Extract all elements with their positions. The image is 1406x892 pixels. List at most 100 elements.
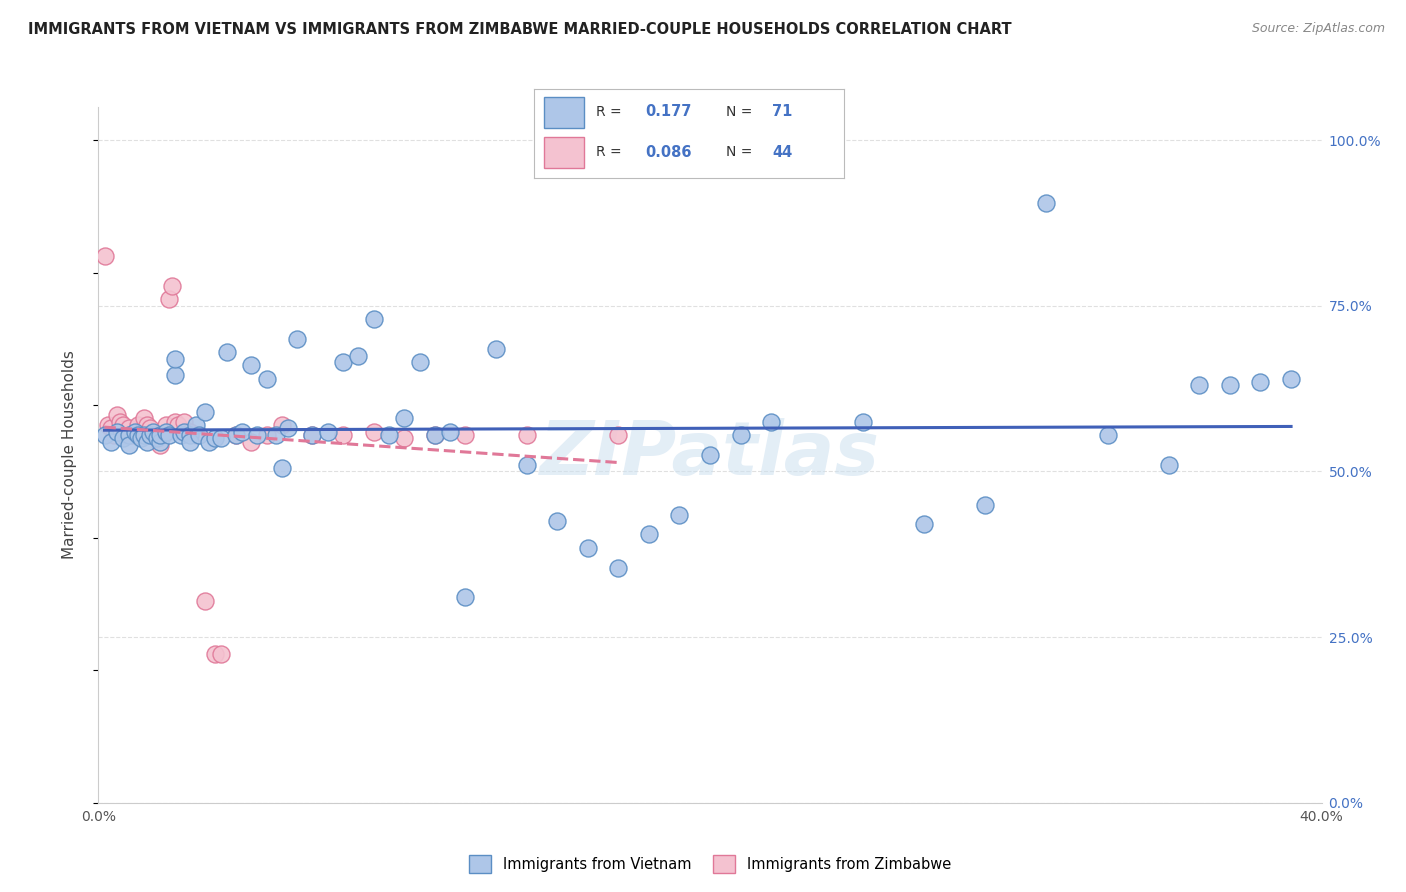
Point bbox=[134, 428, 156, 442]
Point bbox=[423, 428, 446, 442]
Point bbox=[136, 434, 159, 449]
Text: Source: ZipAtlas.com: Source: ZipAtlas.com bbox=[1251, 22, 1385, 36]
Point bbox=[240, 359, 263, 373]
Point bbox=[1249, 375, 1271, 389]
Point bbox=[149, 428, 172, 442]
Point bbox=[129, 431, 152, 445]
Point bbox=[1157, 458, 1180, 472]
Point bbox=[378, 428, 401, 442]
Text: N =: N = bbox=[725, 145, 752, 159]
Point bbox=[912, 517, 935, 532]
Point bbox=[197, 434, 219, 449]
Point bbox=[194, 405, 217, 419]
Point bbox=[134, 428, 156, 442]
Point bbox=[157, 428, 180, 442]
Text: IMMIGRANTS FROM VIETNAM VS IMMIGRANTS FROM ZIMBABWE MARRIED-COUPLE HOUSEHOLDS CO: IMMIGRANTS FROM VIETNAM VS IMMIGRANTS FR… bbox=[28, 22, 1012, 37]
Point bbox=[423, 428, 446, 442]
Point bbox=[173, 415, 195, 429]
Legend: Immigrants from Vietnam, Immigrants from Zimbabwe: Immigrants from Vietnam, Immigrants from… bbox=[464, 849, 956, 879]
Point bbox=[167, 418, 190, 433]
Point bbox=[121, 428, 143, 442]
Point bbox=[1097, 428, 1119, 442]
Point bbox=[129, 425, 152, 439]
Point bbox=[1035, 196, 1057, 211]
Point bbox=[264, 428, 287, 442]
Point bbox=[316, 425, 339, 439]
Point bbox=[115, 428, 138, 442]
Point bbox=[301, 428, 323, 442]
Point bbox=[127, 428, 149, 442]
Point bbox=[1219, 378, 1241, 392]
Point bbox=[454, 591, 477, 605]
Point bbox=[277, 421, 299, 435]
Point bbox=[118, 421, 141, 435]
Text: R =: R = bbox=[596, 145, 621, 159]
Point bbox=[256, 428, 278, 442]
Point bbox=[576, 541, 599, 555]
Text: 0.086: 0.086 bbox=[645, 145, 692, 160]
Point bbox=[332, 355, 354, 369]
Point bbox=[173, 425, 195, 439]
Point bbox=[332, 428, 354, 442]
Point bbox=[607, 560, 630, 574]
Point bbox=[124, 428, 146, 442]
Bar bbox=[544, 137, 583, 168]
Point bbox=[105, 425, 128, 439]
Text: N =: N = bbox=[725, 105, 752, 119]
Point bbox=[246, 428, 269, 442]
Text: 0.177: 0.177 bbox=[645, 104, 692, 120]
Point bbox=[225, 428, 247, 442]
Point bbox=[546, 514, 568, 528]
Point bbox=[668, 508, 690, 522]
Point bbox=[637, 527, 661, 541]
Point bbox=[93, 428, 115, 442]
Point bbox=[974, 498, 997, 512]
Point bbox=[152, 428, 174, 442]
Point bbox=[163, 351, 186, 366]
Point bbox=[103, 428, 125, 442]
Point bbox=[93, 249, 115, 263]
Point bbox=[607, 428, 630, 442]
Point bbox=[439, 425, 461, 439]
Point bbox=[204, 431, 226, 445]
Point bbox=[209, 647, 232, 661]
Point bbox=[163, 368, 186, 383]
Point bbox=[231, 425, 253, 439]
Point bbox=[186, 418, 208, 433]
Point bbox=[194, 593, 217, 607]
Text: R =: R = bbox=[596, 105, 621, 119]
Point bbox=[730, 428, 752, 442]
Text: 71: 71 bbox=[772, 104, 793, 120]
Point bbox=[160, 279, 183, 293]
Point bbox=[145, 431, 167, 445]
Point bbox=[363, 312, 385, 326]
Text: 44: 44 bbox=[772, 145, 793, 160]
Point bbox=[225, 428, 247, 442]
Point bbox=[852, 415, 875, 429]
Point bbox=[134, 411, 156, 425]
Point bbox=[163, 415, 186, 429]
Point bbox=[188, 428, 211, 442]
Point bbox=[179, 425, 201, 439]
Point bbox=[170, 428, 193, 442]
Point bbox=[155, 425, 177, 439]
Point bbox=[111, 431, 134, 445]
Point bbox=[516, 458, 538, 472]
Point bbox=[408, 355, 430, 369]
Point bbox=[699, 448, 721, 462]
Point bbox=[139, 428, 162, 442]
Point bbox=[100, 421, 122, 435]
Point bbox=[1279, 372, 1302, 386]
Point bbox=[454, 428, 477, 442]
Point bbox=[363, 425, 385, 439]
Bar bbox=[544, 97, 583, 128]
Point bbox=[179, 434, 201, 449]
Point bbox=[392, 431, 416, 445]
Point bbox=[204, 647, 226, 661]
Point bbox=[105, 408, 128, 422]
Point bbox=[392, 411, 416, 425]
Point bbox=[142, 425, 165, 439]
Point bbox=[516, 428, 538, 442]
Point bbox=[100, 434, 122, 449]
Point bbox=[485, 342, 508, 356]
